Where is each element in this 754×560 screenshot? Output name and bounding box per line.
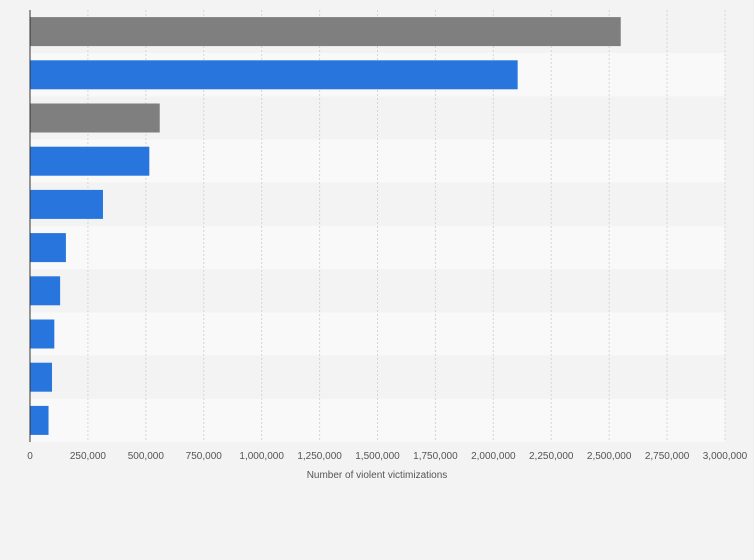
x-tick-label: 1,000,000 xyxy=(239,451,284,462)
bar xyxy=(30,319,55,349)
bar xyxy=(30,103,160,133)
bars xyxy=(30,17,621,435)
x-tick-label: 1,500,000 xyxy=(355,451,400,462)
bar xyxy=(30,276,61,306)
bar xyxy=(30,17,621,47)
x-tick-label: 500,000 xyxy=(128,451,165,462)
bar xyxy=(30,146,150,176)
x-axis-title: Number of violent victimizations xyxy=(307,470,448,481)
x-tick-label: 250,000 xyxy=(70,451,107,462)
x-tick-label: 750,000 xyxy=(186,451,223,462)
x-tick-label: 1,750,000 xyxy=(413,451,458,462)
x-axis-tick-labels: 0 250,000 500,000 750,000 1,000,000 1,250,000… xyxy=(27,451,747,462)
x-tick-label: 1,250,000 xyxy=(297,451,342,462)
x-tick-label: 2,500,000 xyxy=(587,451,632,462)
bar xyxy=(30,233,66,263)
bar xyxy=(30,405,49,435)
x-tick-label: 0 xyxy=(27,451,33,462)
bar xyxy=(30,362,53,392)
x-tick-label: 2,750,000 xyxy=(645,451,690,462)
x-tick-label: 2,000,000 xyxy=(471,451,516,462)
x-tick-label: 3,000,000 xyxy=(703,451,748,462)
bar xyxy=(30,189,103,219)
bar xyxy=(30,60,518,90)
x-tick-label: 2,250,000 xyxy=(529,451,574,462)
